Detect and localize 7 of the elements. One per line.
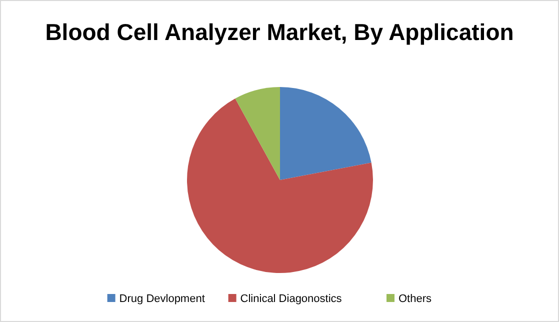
legend-label: Drug Devlopment <box>119 293 205 305</box>
pie-slice <box>280 87 372 180</box>
pie-slice <box>187 98 373 273</box>
chart-title: Blood Cell Analyzer Market, By Application <box>45 19 514 45</box>
legend-label: Others <box>398 293 432 305</box>
legend-label: Clinical Diagonostics <box>240 293 342 305</box>
pie-slice <box>235 87 280 180</box>
